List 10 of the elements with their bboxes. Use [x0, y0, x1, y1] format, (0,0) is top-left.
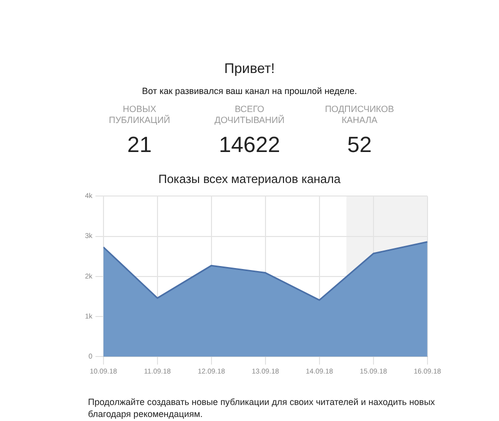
data-label: 52	[346, 132, 373, 158]
chart-title: Показы всех материалов канала	[157, 172, 342, 186]
category-label: ВСЕГО ДОЧИТЫВАНИЙ	[214, 104, 286, 127]
category-label: ПОДПИСЧИКОВ КАНАЛА	[324, 104, 396, 127]
category-label: НОВЫХ ПУБЛИКАЦИЙ	[108, 104, 172, 127]
text: Привет!	[223, 60, 276, 76]
data-label: 21	[126, 132, 153, 158]
text: Продолжайте создавать новые публикации для своих читателей и находить новых благодаря рекомендациям.	[88, 396, 436, 420]
data-label: 14622	[218, 132, 282, 158]
text: Вот как развивался ваш канал на прошлой неделе.	[141, 86, 358, 96]
